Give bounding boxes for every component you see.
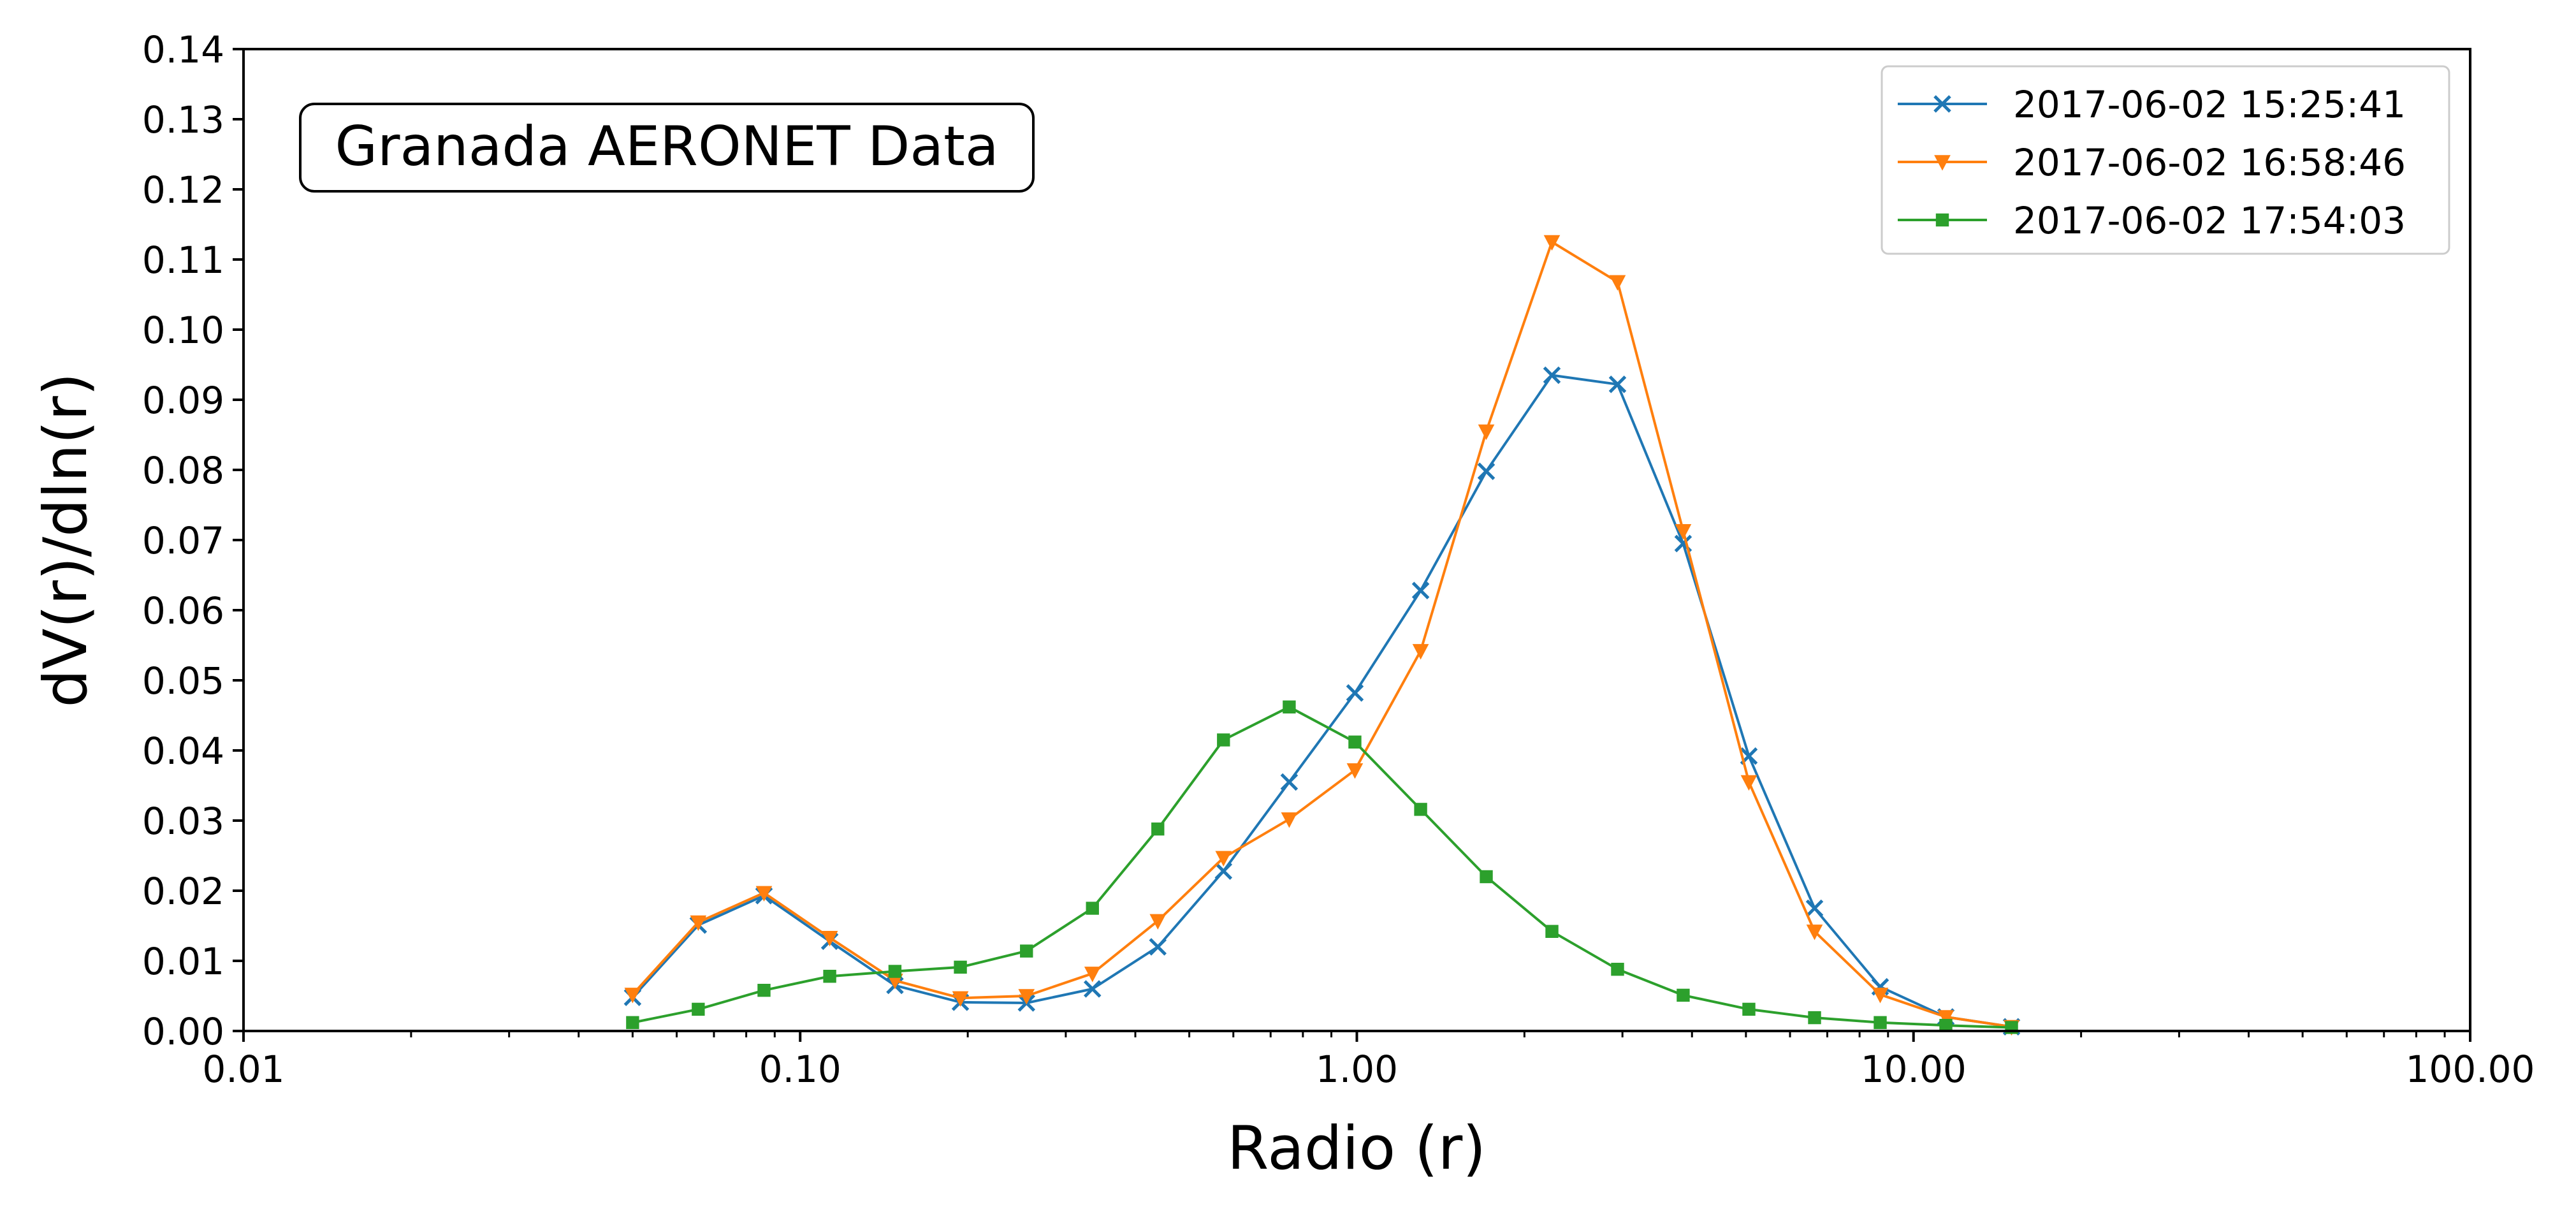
legend-entry: 2017-06-02 16:58:46 — [1898, 141, 2406, 184]
series-line — [632, 705, 2012, 1029]
data-point — [1412, 644, 1429, 660]
data-point — [1543, 235, 1561, 251]
legend-label: 2017-06-02 17:54:03 — [2013, 199, 2406, 242]
y-tick-label: 0.00 — [142, 1010, 224, 1053]
annotation-box: Granada AERONET Data — [299, 103, 1035, 193]
y-tick-label: 0.13 — [142, 98, 224, 142]
y-tick-label: 0.12 — [142, 168, 224, 212]
series-3 — [626, 700, 2018, 1034]
y-tick-label: 0.03 — [142, 800, 224, 843]
y-tick-label: 0.01 — [142, 940, 224, 983]
data-point — [1346, 763, 1364, 779]
data-point — [1742, 1002, 1756, 1016]
data-point — [1149, 938, 1167, 956]
y-tick-label: 0.02 — [142, 870, 224, 913]
data-point — [823, 970, 836, 983]
data-point — [952, 991, 969, 1007]
data-point — [1808, 1011, 1821, 1025]
data-point — [1149, 914, 1167, 930]
y-tick-label: 0.05 — [142, 659, 224, 703]
data-point — [888, 965, 902, 978]
x-tick-label: 100.00 — [2406, 1048, 2535, 1091]
data-point — [1939, 1019, 1953, 1032]
data-point — [1805, 899, 1824, 918]
data-point — [1083, 980, 1102, 998]
legend-marker — [1933, 95, 1951, 113]
data-point — [624, 988, 641, 1004]
data-point — [1545, 925, 1559, 938]
data-point — [1215, 851, 1232, 866]
data-point — [1280, 773, 1299, 791]
y-tick-label: 0.04 — [142, 729, 224, 773]
axis-ticks: 0.000.010.020.030.040.050.060.070.080.09… — [142, 28, 2535, 1091]
legend-label: 2017-06-02 16:58:46 — [2013, 141, 2406, 184]
data-point — [1281, 812, 1298, 828]
y-tick-label: 0.07 — [142, 519, 224, 562]
data-point — [1348, 735, 1362, 749]
data-point — [1806, 925, 1823, 940]
annotation-frame — [299, 103, 1035, 193]
data-point — [1283, 700, 1296, 713]
legend-label: 2017-06-02 15:25:41 — [2013, 83, 2406, 126]
data-point — [1020, 944, 1033, 958]
data-point — [821, 931, 838, 947]
series-line — [631, 240, 2012, 1028]
data-point — [1608, 376, 1627, 393]
legend-marker — [1935, 213, 1949, 227]
series-layer — [623, 235, 2021, 1036]
data-point — [1477, 462, 1495, 480]
data-point — [1872, 988, 1889, 1004]
data-point — [755, 886, 773, 902]
data-point — [1217, 733, 1230, 747]
x-tick-label: 10.00 — [1861, 1048, 1967, 1091]
data-point — [1874, 1016, 1887, 1029]
legend-entry: 2017-06-02 15:25:41 — [1898, 83, 2406, 126]
data-point — [1151, 823, 1165, 836]
data-point — [1414, 803, 1427, 816]
data-point — [1018, 989, 1035, 1005]
data-point — [1084, 967, 1101, 983]
data-point — [1675, 524, 1692, 540]
y-tick-label: 0.14 — [142, 28, 224, 71]
plot-frame — [242, 48, 2471, 1032]
x-tick-label: 1.00 — [1316, 1048, 1398, 1091]
data-point — [1609, 275, 1626, 291]
data-point — [1480, 870, 1493, 884]
annotation-text: Granada AERONET Data — [335, 115, 998, 179]
x-tick-label: 0.10 — [759, 1048, 841, 1091]
y-tick-label: 0.06 — [142, 589, 224, 632]
y-tick-label: 0.10 — [142, 309, 224, 352]
data-point — [1740, 775, 1757, 791]
legend: 2017-06-02 15:25:41 2017-06-02 16:58:46 20… — [1881, 65, 2450, 255]
legend-entry: 2017-06-02 17:54:03 — [1898, 199, 2406, 242]
x-axis-label: Radio (r) — [1227, 1114, 1486, 1183]
y-tick-label: 0.11 — [142, 238, 224, 282]
data-point — [1937, 1010, 1954, 1026]
data-point — [1478, 424, 1495, 441]
legend-frame — [1881, 65, 2450, 255]
data-point — [626, 1016, 639, 1029]
legend-marker — [1934, 155, 1951, 171]
data-point — [1611, 963, 1624, 976]
data-point — [690, 915, 707, 932]
data-point — [1411, 581, 1430, 599]
series-line — [631, 374, 2012, 1028]
data-point — [692, 1002, 705, 1016]
data-point — [1086, 902, 1099, 915]
data-point — [1543, 366, 1561, 384]
y-tick-label: 0.08 — [142, 449, 224, 492]
data-point — [757, 984, 771, 997]
data-point — [954, 960, 967, 974]
y-axis-label: dV(r)/dln(r) — [31, 373, 101, 708]
series-2 — [624, 235, 2020, 1036]
x-tick-label: 0.01 — [202, 1048, 284, 1091]
data-point — [1677, 988, 1690, 1002]
data-point — [1214, 862, 1233, 880]
data-point — [1346, 684, 1364, 702]
y-tick-label: 0.09 — [142, 379, 224, 422]
